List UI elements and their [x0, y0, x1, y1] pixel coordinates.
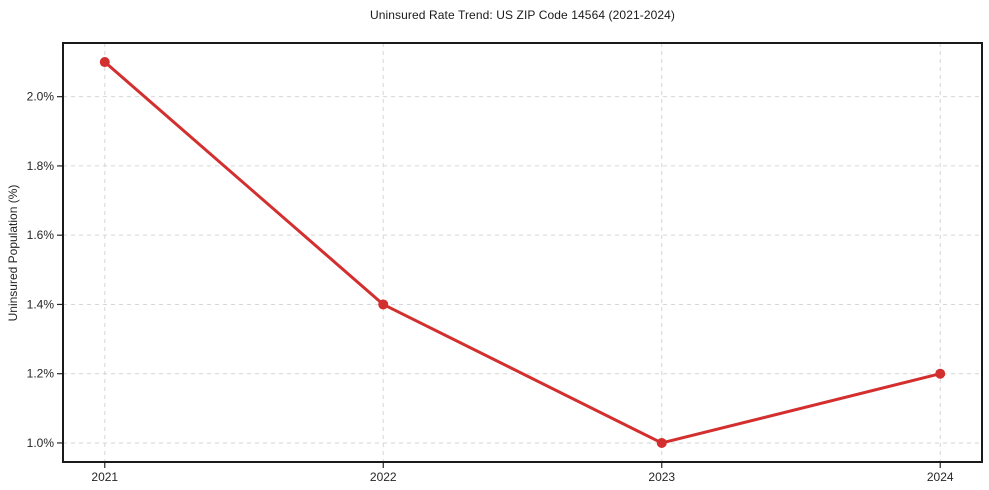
data-point-marker: [99, 57, 110, 68]
plot-border: [62, 42, 983, 463]
data-line: [103, 60, 942, 445]
y-tick-label: 2.0%: [27, 90, 55, 104]
data-point-marker: [378, 299, 389, 310]
y-tick-label: 1.2%: [27, 367, 55, 381]
chart-title: Uninsured Rate Trend: US ZIP Code 14564 …: [369, 8, 676, 22]
x-tick-label: 2022: [370, 470, 397, 484]
x-tick-label: 2024: [927, 470, 954, 484]
y-tick-label: 1.6%: [27, 228, 55, 242]
y-tick-label: 1.8%: [27, 159, 55, 173]
y-tick-label: 1.0%: [27, 436, 55, 450]
x-tick-label: 2023: [648, 470, 675, 484]
data-point-marker: [935, 368, 946, 379]
x-tick-label: 2021: [91, 470, 118, 484]
data-point-marker: [656, 437, 667, 448]
y-tick-label: 1.4%: [27, 297, 55, 311]
